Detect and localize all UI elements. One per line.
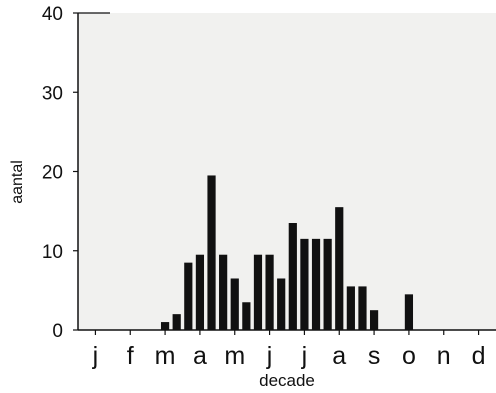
bar: [160, 322, 170, 330]
bar: [230, 278, 239, 330]
x-tick-label: o: [402, 342, 416, 370]
x-tick-label: m: [224, 342, 245, 370]
bar: [172, 314, 181, 330]
bar: [358, 286, 367, 330]
bar: [253, 254, 263, 330]
x-tick-label: d: [472, 342, 486, 370]
bar: [265, 254, 274, 330]
x-tick-label: a: [332, 342, 346, 370]
x-axis-label: decade: [259, 371, 315, 390]
y-tick-label: 30: [42, 83, 63, 104]
bar: [323, 238, 332, 330]
x-tick-label: j: [301, 342, 308, 370]
bar: [184, 262, 193, 330]
y-axis-label: aantal: [9, 160, 26, 204]
bar: [242, 302, 251, 330]
x-tick-label: m: [155, 342, 176, 370]
x-tick-label: a: [193, 342, 207, 370]
x-tick-label: j: [92, 342, 99, 370]
bar: [207, 175, 216, 330]
bar: [335, 207, 344, 330]
y-tick-label: 20: [42, 163, 63, 184]
y-tick-label: 40: [42, 4, 63, 25]
y-tick-label: 10: [42, 242, 63, 263]
x-tick-label: f: [127, 342, 134, 370]
x-tick-label: n: [437, 342, 451, 370]
plot-area: [78, 13, 496, 330]
bar: [288, 223, 297, 330]
bar: [219, 254, 228, 330]
bar: [346, 286, 355, 330]
x-tick-label: s: [368, 342, 381, 370]
bar: [195, 254, 205, 330]
x-tick-label: j: [266, 342, 273, 370]
y-tick-label: 0: [52, 321, 63, 342]
bar: [311, 238, 321, 330]
bar: [300, 238, 309, 330]
bar-series: [160, 175, 414, 330]
y-ticks: 0 10 20 30 40: [42, 4, 78, 342]
bar: [369, 310, 379, 330]
bar: [277, 278, 286, 330]
bar: [404, 294, 414, 330]
